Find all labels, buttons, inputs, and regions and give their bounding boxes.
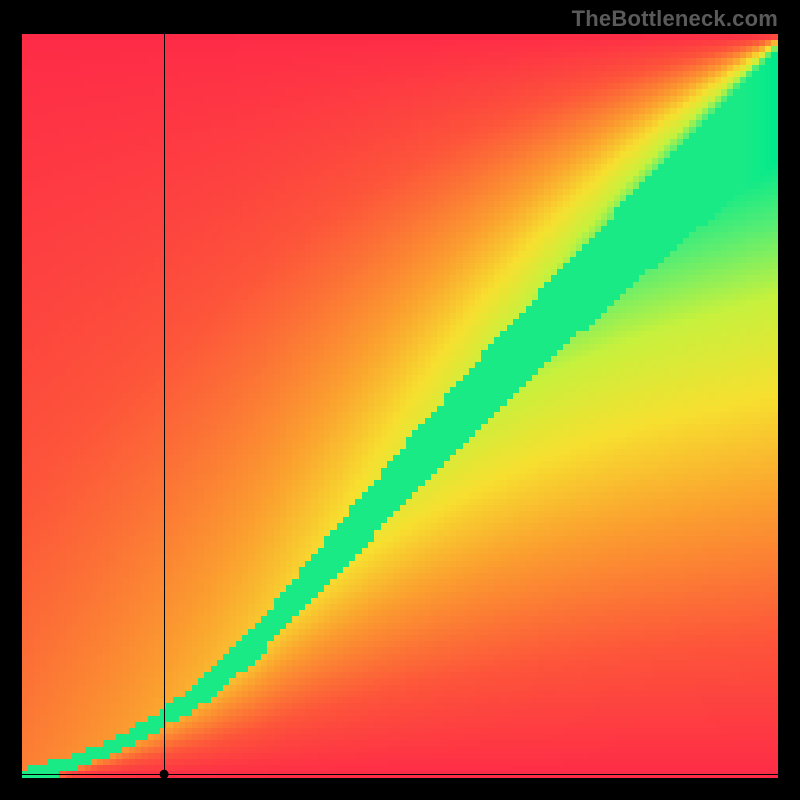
heatmap-plot-area [22, 34, 778, 778]
heatmap-canvas [22, 34, 778, 778]
chart-container: { "watermark": { "text": "TheBottleneck.… [0, 0, 800, 800]
watermark-text: TheBottleneck.com [572, 6, 778, 32]
